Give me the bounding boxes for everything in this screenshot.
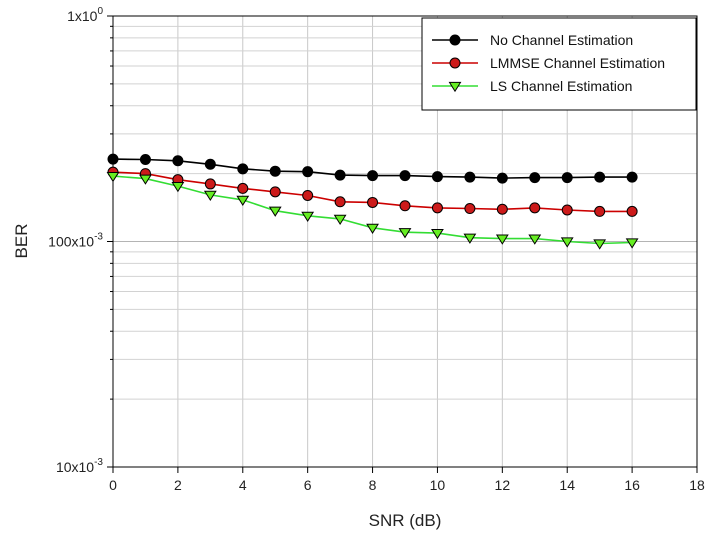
data-point (204, 178, 216, 190)
data-point (464, 171, 476, 183)
data-point (593, 239, 607, 250)
x-tick-label: 6 (304, 477, 312, 493)
legend-label: No Channel Estimation (490, 32, 633, 48)
x-tick-label: 10 (430, 477, 446, 493)
x-tick-label: 0 (109, 477, 117, 493)
legend-entry: LS Channel Estimation (432, 78, 632, 94)
series-1 (107, 153, 638, 184)
data-point (204, 158, 216, 170)
data-point (237, 163, 249, 175)
legend-marker (449, 34, 461, 46)
legend-label: LMMSE Channel Estimation (490, 55, 665, 71)
axis-ticks: 0 2 4 6 8 10 12 14 16 18 1x100 100x10-3 10x10-3 (48, 6, 705, 493)
x-tick-label: 8 (369, 477, 377, 493)
data-point (594, 205, 606, 217)
legend-marker (448, 81, 462, 93)
data-point (431, 202, 443, 214)
data-point (464, 203, 476, 215)
data-point (496, 172, 508, 184)
data-point (560, 237, 574, 248)
data-point (139, 174, 152, 185)
data-point (334, 169, 346, 181)
data-point (268, 206, 282, 217)
y-tick-label: 1x100 (67, 6, 103, 24)
legend-entry: No Channel Estimation (432, 32, 633, 48)
data-point (172, 155, 184, 167)
series-2 (107, 166, 638, 217)
data-point (561, 204, 573, 216)
data-point (528, 234, 542, 245)
data-point (399, 200, 411, 212)
legend: No Channel Estimation LMMSE Channel Estim… (421, 17, 697, 111)
data-point (367, 170, 379, 182)
data-point (529, 172, 541, 184)
data-point (237, 182, 249, 194)
data-point (594, 171, 606, 183)
data-point (561, 172, 573, 184)
series-3 (106, 172, 639, 250)
x-tick-label: 4 (239, 477, 247, 493)
y-axis-label: BER (12, 224, 31, 259)
data-point (107, 153, 119, 165)
legend-entry: LMMSE Channel Estimation (432, 55, 665, 71)
data-point (431, 228, 444, 240)
data-point (302, 189, 314, 201)
data-point (496, 203, 508, 215)
data-point (495, 234, 509, 245)
data-point (236, 195, 250, 207)
data-point (269, 165, 281, 177)
x-tick-label: 12 (495, 477, 511, 493)
x-tick-label: 18 (689, 477, 705, 493)
data-point (171, 182, 185, 193)
data-point (334, 196, 346, 208)
data-point (139, 154, 151, 166)
data-point (399, 170, 411, 182)
data-point (302, 166, 314, 178)
data-point (367, 196, 379, 208)
x-tick-label: 16 (624, 477, 640, 493)
x-tick-label: 14 (559, 477, 575, 493)
y-tick-label: 10x10-3 (56, 457, 103, 475)
y-tick-label: 100x10-3 (48, 232, 103, 250)
data-point (269, 186, 281, 198)
data-point (203, 190, 217, 202)
series-layer (106, 153, 639, 250)
data-point (333, 214, 347, 226)
data-point (625, 238, 639, 249)
data-point (626, 171, 638, 183)
legend-label: LS Channel Estimation (490, 78, 632, 94)
data-point (626, 205, 638, 217)
x-tick-label: 2 (174, 477, 182, 493)
legend-box (421, 17, 697, 111)
data-point (398, 228, 412, 239)
legend-marker (449, 57, 461, 69)
x-axis-label: SNR (dB) (369, 511, 442, 530)
data-point (106, 172, 120, 183)
data-point (366, 223, 379, 234)
data-point (301, 211, 315, 222)
data-point (463, 233, 477, 244)
data-point (529, 202, 541, 214)
data-point (431, 171, 443, 183)
